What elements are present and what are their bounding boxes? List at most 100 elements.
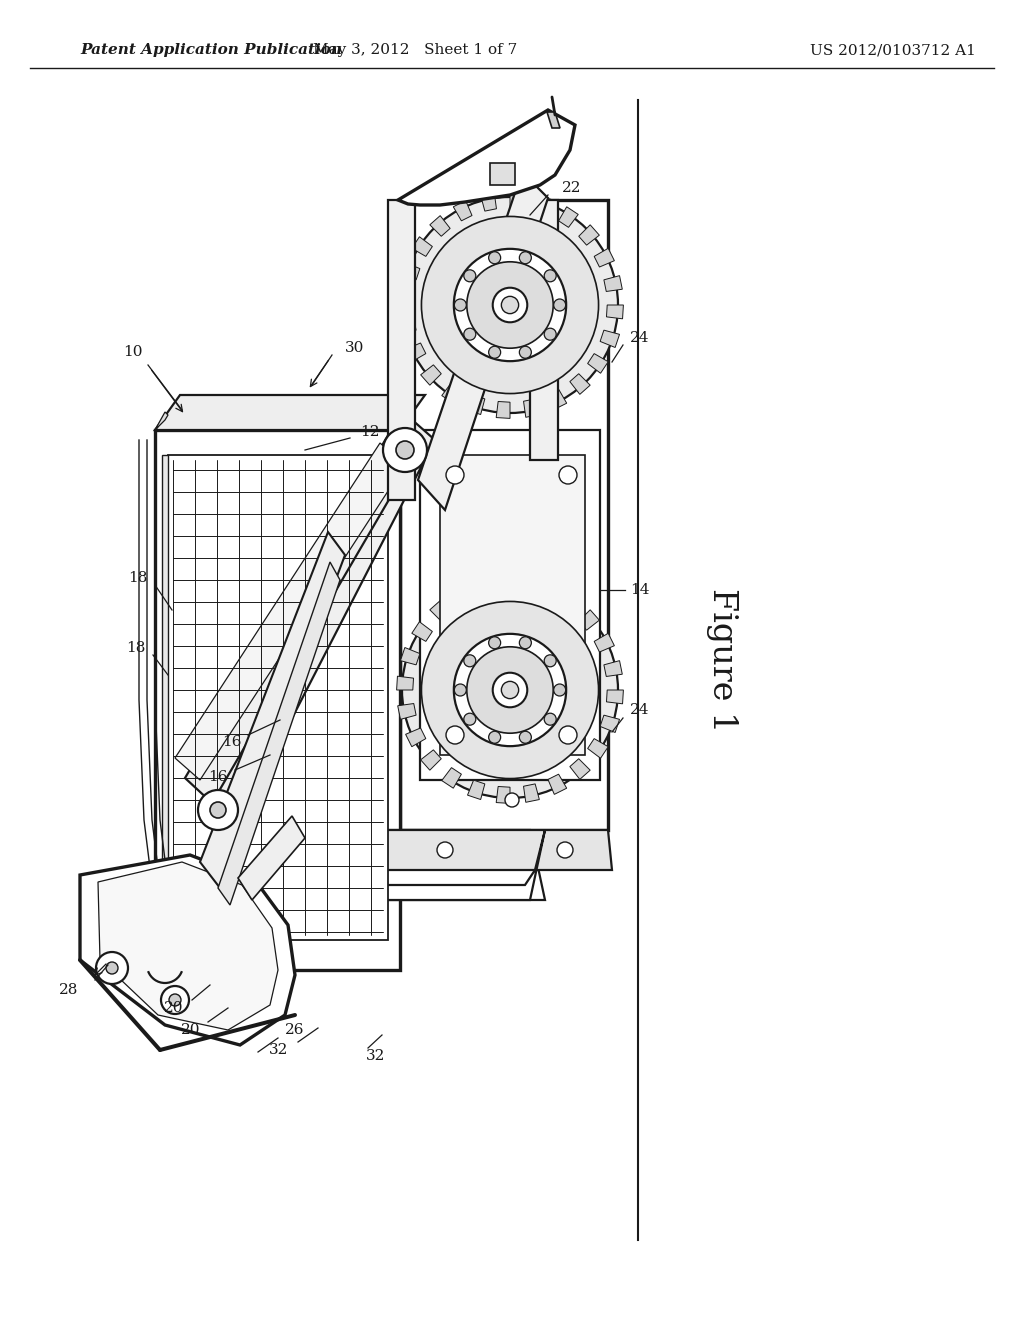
Polygon shape <box>559 207 579 227</box>
Polygon shape <box>175 444 406 780</box>
Circle shape <box>464 269 476 281</box>
Circle shape <box>402 197 618 413</box>
Circle shape <box>437 842 453 858</box>
Text: 30: 30 <box>345 341 365 355</box>
Circle shape <box>161 986 189 1014</box>
Polygon shape <box>523 399 540 417</box>
Circle shape <box>422 216 599 393</box>
Polygon shape <box>454 586 472 606</box>
Polygon shape <box>400 263 420 280</box>
Text: 16: 16 <box>209 770 228 784</box>
Polygon shape <box>548 774 566 795</box>
Polygon shape <box>80 855 295 1045</box>
Polygon shape <box>536 195 553 215</box>
Text: 26: 26 <box>285 1023 304 1038</box>
Polygon shape <box>490 162 515 185</box>
Circle shape <box>210 803 226 818</box>
Polygon shape <box>548 389 566 409</box>
Circle shape <box>402 582 618 799</box>
Text: 20: 20 <box>180 1023 200 1038</box>
Circle shape <box>454 634 566 746</box>
Circle shape <box>519 346 531 358</box>
Polygon shape <box>569 374 590 395</box>
Circle shape <box>505 793 519 807</box>
Polygon shape <box>441 383 462 403</box>
Polygon shape <box>400 201 608 830</box>
Polygon shape <box>398 110 575 205</box>
Polygon shape <box>547 112 560 128</box>
Text: 18: 18 <box>126 642 145 655</box>
Polygon shape <box>397 318 416 334</box>
Circle shape <box>96 952 128 983</box>
Polygon shape <box>420 430 600 780</box>
Text: 12: 12 <box>360 425 380 440</box>
Circle shape <box>488 252 501 264</box>
Polygon shape <box>579 610 599 630</box>
Polygon shape <box>98 862 278 1030</box>
Polygon shape <box>340 830 545 900</box>
Circle shape <box>455 684 466 696</box>
Polygon shape <box>218 562 340 906</box>
Polygon shape <box>238 816 305 900</box>
Polygon shape <box>440 455 585 755</box>
Circle shape <box>467 647 553 733</box>
Circle shape <box>544 655 556 667</box>
Polygon shape <box>559 591 579 612</box>
Polygon shape <box>468 395 484 414</box>
Text: Patent Application Publication: Patent Application Publication <box>80 44 342 57</box>
Circle shape <box>422 602 599 779</box>
Text: 32: 32 <box>268 1043 288 1057</box>
Polygon shape <box>340 830 545 900</box>
Circle shape <box>488 346 501 358</box>
Polygon shape <box>604 276 623 292</box>
Text: 10: 10 <box>123 345 142 359</box>
Circle shape <box>198 789 238 830</box>
Circle shape <box>559 726 577 744</box>
Circle shape <box>454 249 566 362</box>
Polygon shape <box>397 704 416 719</box>
Polygon shape <box>396 292 414 305</box>
Polygon shape <box>396 676 414 690</box>
Polygon shape <box>412 236 432 256</box>
Polygon shape <box>579 224 599 246</box>
Polygon shape <box>200 532 345 888</box>
Polygon shape <box>588 739 608 758</box>
Polygon shape <box>441 768 462 788</box>
Polygon shape <box>412 622 432 642</box>
Polygon shape <box>418 172 548 510</box>
Polygon shape <box>497 401 510 418</box>
Circle shape <box>464 329 476 341</box>
Polygon shape <box>480 193 497 211</box>
Circle shape <box>169 994 181 1006</box>
Circle shape <box>559 466 577 484</box>
Polygon shape <box>523 784 540 803</box>
Circle shape <box>383 428 427 473</box>
Circle shape <box>519 252 531 264</box>
Polygon shape <box>388 201 415 500</box>
Polygon shape <box>536 581 553 599</box>
Polygon shape <box>162 455 168 940</box>
Circle shape <box>554 684 565 696</box>
Text: 24: 24 <box>630 704 649 717</box>
Polygon shape <box>406 343 426 362</box>
Text: 16: 16 <box>222 735 242 748</box>
Text: 28: 28 <box>58 983 78 997</box>
Polygon shape <box>604 660 623 676</box>
Polygon shape <box>510 577 524 594</box>
Circle shape <box>464 655 476 667</box>
Polygon shape <box>406 727 426 747</box>
Text: 14: 14 <box>630 583 649 597</box>
Circle shape <box>396 441 414 459</box>
Polygon shape <box>155 412 168 430</box>
Polygon shape <box>400 648 420 665</box>
Polygon shape <box>480 578 497 597</box>
Polygon shape <box>421 750 441 770</box>
Circle shape <box>467 261 553 348</box>
Text: 18: 18 <box>129 572 148 585</box>
Circle shape <box>106 962 118 974</box>
Polygon shape <box>168 455 388 940</box>
Circle shape <box>557 842 573 858</box>
Circle shape <box>493 673 527 708</box>
Polygon shape <box>497 787 510 804</box>
Circle shape <box>446 466 464 484</box>
